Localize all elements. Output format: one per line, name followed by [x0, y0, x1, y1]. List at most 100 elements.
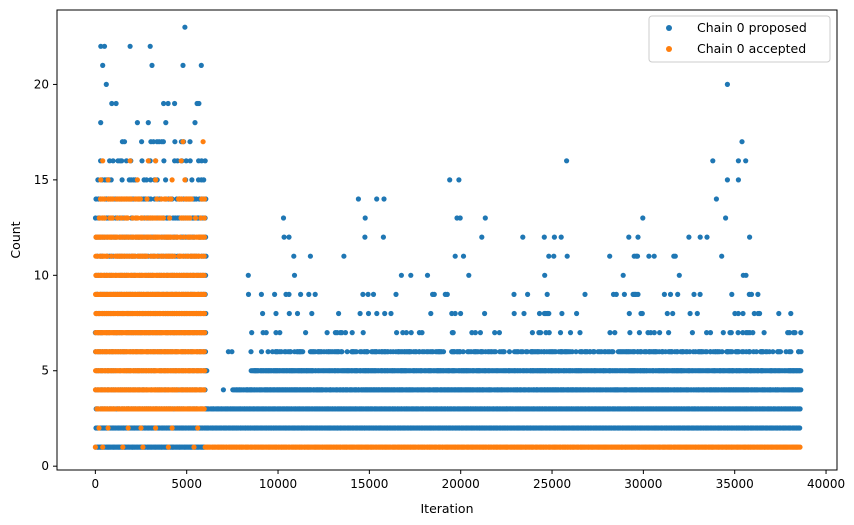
data-point-proposed	[669, 349, 675, 355]
data-point-proposed	[743, 158, 749, 164]
data-point-proposed	[567, 368, 573, 374]
data-point-proposed	[569, 349, 575, 355]
data-point-proposed	[717, 349, 723, 355]
data-point-proposed	[677, 387, 684, 393]
data-point-proposed	[119, 177, 125, 183]
data-point-proposed	[294, 310, 301, 317]
data-point-proposed	[277, 330, 283, 336]
data-point-accepted	[202, 330, 208, 336]
data-point-proposed	[324, 330, 330, 336]
data-point-proposed	[506, 349, 513, 355]
data-point-proposed	[286, 291, 292, 297]
data-point-proposed	[413, 368, 419, 374]
data-point-proposed	[492, 349, 499, 355]
data-point-proposed	[472, 330, 478, 336]
data-point-proposed	[659, 349, 666, 355]
data-point-proposed	[546, 310, 552, 317]
data-point-proposed	[796, 368, 802, 374]
data-point-proposed	[643, 368, 650, 374]
data-point-proposed	[562, 349, 569, 355]
data-point-proposed	[770, 349, 776, 355]
data-point-proposed	[679, 368, 685, 374]
data-point-proposed	[143, 177, 150, 183]
data-point-proposed	[597, 349, 603, 355]
data-point-proposed	[98, 120, 104, 126]
data-point-proposed	[636, 330, 643, 336]
plot-area-frame	[56, 9, 838, 471]
data-point-proposed	[416, 349, 422, 355]
data-point-proposed	[707, 349, 714, 355]
data-point-proposed	[163, 177, 169, 183]
data-point-proposed	[357, 310, 363, 317]
data-point-proposed	[273, 330, 279, 336]
data-point-proposed	[582, 349, 589, 355]
data-point-proposed	[306, 291, 312, 297]
data-point-proposed	[381, 196, 387, 202]
data-point-proposed	[729, 291, 735, 297]
data-point-proposed	[113, 100, 119, 107]
data-point-proposed	[482, 310, 488, 317]
data-point-proposed	[374, 310, 380, 317]
data-point-proposed	[746, 349, 752, 355]
data-point-proposed	[623, 387, 629, 393]
data-point-accepted	[189, 196, 195, 202]
data-point-proposed	[707, 330, 714, 336]
data-point-proposed	[541, 349, 547, 355]
data-point-proposed	[477, 368, 483, 374]
data-point-proposed	[561, 368, 567, 374]
data-point-proposed	[651, 253, 657, 259]
data-point-proposed	[735, 177, 742, 183]
data-point-proposed	[723, 215, 729, 221]
data-point-proposed	[329, 349, 335, 355]
data-point-proposed	[189, 177, 195, 183]
data-point-proposed	[578, 368, 584, 374]
data-point-proposed	[398, 272, 404, 278]
data-point-accepted	[168, 196, 174, 202]
data-point-proposed	[101, 43, 108, 49]
data-point-proposed	[342, 330, 349, 336]
data-point-accepted	[201, 215, 207, 221]
data-point-proposed	[336, 310, 342, 317]
data-point-proposed	[123, 158, 129, 164]
data-point-accepted	[120, 444, 126, 450]
data-point-proposed	[544, 291, 550, 297]
legend: Chain 0 proposed Chain 0 accepted	[648, 15, 831, 63]
x-tick-label: 5000	[171, 477, 202, 491]
data-point-accepted	[195, 425, 201, 431]
data-point-proposed	[551, 253, 557, 259]
data-point-proposed	[479, 234, 485, 240]
data-point-proposed	[798, 330, 804, 336]
data-point-proposed	[511, 291, 517, 297]
data-point-proposed	[520, 234, 526, 240]
data-point-proposed	[524, 349, 530, 355]
data-point-proposed	[541, 234, 547, 240]
data-point-proposed	[577, 330, 583, 336]
data-point-proposed	[737, 368, 743, 374]
data-point-proposed	[309, 368, 315, 374]
data-point-proposed	[719, 253, 725, 259]
data-point-proposed	[564, 253, 570, 259]
data-point-proposed	[145, 120, 151, 126]
data-point-proposed	[127, 43, 133, 49]
data-point-proposed	[735, 158, 742, 164]
data-point-proposed	[499, 387, 505, 393]
data-point-proposed	[621, 291, 628, 297]
data-point-proposed	[768, 387, 774, 393]
data-point-proposed	[748, 291, 755, 297]
data-point-accepted	[140, 444, 146, 450]
data-point-proposed	[281, 234, 287, 240]
data-point-accepted	[201, 387, 207, 393]
data-point-proposed	[245, 291, 252, 297]
data-point-proposed	[121, 139, 128, 145]
y-axis-label: Count	[8, 221, 23, 258]
data-point-proposed	[403, 330, 409, 336]
data-point-proposed	[701, 387, 707, 393]
data-point-proposed	[672, 253, 678, 259]
data-point-accepted	[202, 368, 208, 374]
data-point-proposed	[684, 387, 690, 393]
data-point-proposed	[199, 158, 205, 164]
data-point-proposed	[119, 158, 125, 164]
data-point-proposed	[362, 234, 368, 240]
data-point-proposed	[258, 349, 265, 355]
